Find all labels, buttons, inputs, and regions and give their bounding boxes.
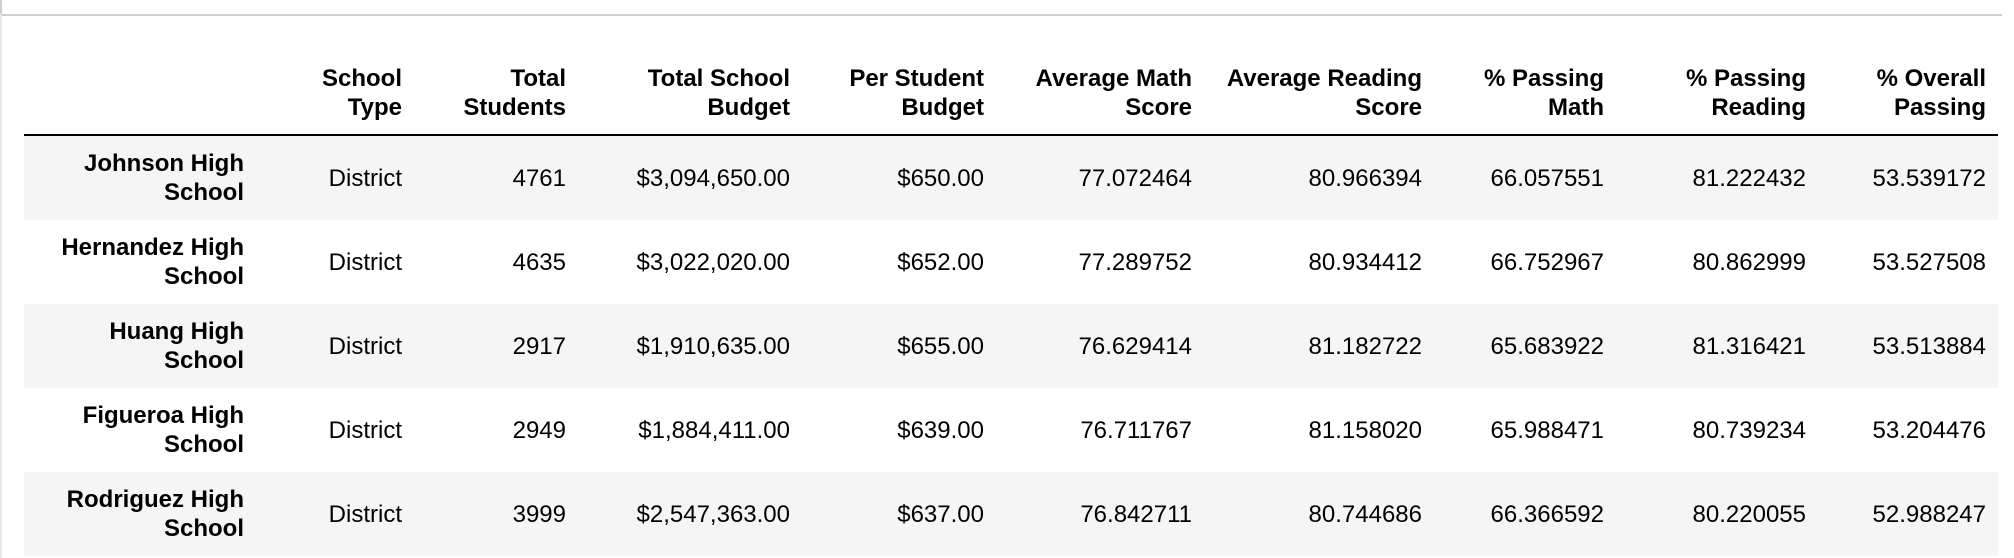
table-cell: 81.222432 bbox=[1692, 164, 1806, 192]
table-row: Rodriguez High School District 3999 $2,5… bbox=[24, 472, 1998, 556]
table-row: Johnson High School District 4761 $3,094… bbox=[24, 135, 1998, 220]
table-cell: 81.182722 bbox=[1308, 332, 1422, 360]
table-cell: $650.00 bbox=[897, 164, 984, 192]
output-area-border bbox=[0, 14, 2, 558]
notebook-cell-frame bbox=[0, 0, 2002, 16]
table-cell: District bbox=[328, 500, 402, 528]
table-cell: 53.539172 bbox=[1872, 164, 1986, 192]
row-index-label: Huang High School bbox=[109, 318, 244, 374]
table-cell: $655.00 bbox=[897, 332, 984, 360]
table-cell: District bbox=[328, 248, 402, 276]
column-header-average-reading-score: Average Reading Score bbox=[1204, 60, 1434, 136]
row-index-label: Johnson High School bbox=[84, 150, 244, 206]
table-cell: 80.934412 bbox=[1308, 248, 1422, 276]
table-cell: 66.366592 bbox=[1490, 500, 1604, 528]
column-header-total-school-budget: Total School Budget bbox=[578, 60, 802, 136]
table-cell: $1,910,635.00 bbox=[636, 332, 790, 360]
table-cell: 3999 bbox=[512, 500, 566, 528]
column-header-school-type: School Type bbox=[256, 60, 414, 136]
table-cell: 66.752967 bbox=[1490, 248, 1604, 276]
table-cell: 81.158020 bbox=[1308, 416, 1422, 444]
table-cell: 2949 bbox=[512, 416, 566, 444]
table-row: Figueroa High School District 2949 $1,88… bbox=[24, 388, 1998, 472]
table-cell: 80.220055 bbox=[1692, 500, 1806, 528]
table-cell: District bbox=[328, 416, 402, 444]
column-header-passing-reading: % Passing Reading bbox=[1616, 60, 1818, 136]
column-header-passing-math: % Passing Math bbox=[1434, 60, 1616, 136]
table-cell: 80.966394 bbox=[1308, 164, 1422, 192]
row-index-label: Hernandez High School bbox=[61, 234, 244, 290]
table-cell: 80.739234 bbox=[1692, 416, 1806, 444]
table-cell: 76.629414 bbox=[1078, 332, 1192, 360]
table-cell: 4635 bbox=[512, 248, 566, 276]
column-header-per-student-budget: Per Student Budget bbox=[802, 60, 996, 136]
row-index-label: Figueroa High School bbox=[82, 402, 244, 458]
table-cell: $3,094,650.00 bbox=[636, 164, 790, 192]
table-row: Huang High School District 2917 $1,910,6… bbox=[24, 304, 1998, 388]
table-cell: 77.289752 bbox=[1078, 248, 1192, 276]
table-cell: 2917 bbox=[512, 332, 566, 360]
table-cell: 80.744686 bbox=[1308, 500, 1422, 528]
column-header-overall-passing: % Overall Passing bbox=[1818, 60, 1998, 136]
table-row: Hernandez High School District 4635 $3,0… bbox=[24, 220, 1998, 304]
table-cell: $637.00 bbox=[897, 500, 984, 528]
table-cell: $652.00 bbox=[897, 248, 984, 276]
column-header-average-math-score: Average Math Score bbox=[996, 60, 1204, 136]
table-cell: 76.842711 bbox=[1080, 500, 1192, 528]
table-cell: 80.862999 bbox=[1692, 248, 1806, 276]
index-header bbox=[24, 60, 256, 136]
table-cell: $3,022,020.00 bbox=[636, 248, 790, 276]
table-cell: 77.072464 bbox=[1078, 164, 1192, 192]
school-summary-table: School Type Total Students Total School … bbox=[24, 60, 1998, 556]
row-index-label: Rodriguez High School bbox=[66, 486, 244, 542]
table-cell: District bbox=[328, 164, 402, 192]
table-cell: 65.988471 bbox=[1490, 416, 1604, 444]
table-cell: 81.316421 bbox=[1692, 332, 1806, 360]
table-cell: 52.988247 bbox=[1872, 500, 1986, 528]
table-cell: 53.527508 bbox=[1872, 248, 1986, 276]
table-cell: 53.204476 bbox=[1872, 416, 1986, 444]
column-header-total-students: Total Students bbox=[414, 60, 578, 136]
table-cell: $2,547,363.00 bbox=[636, 500, 790, 528]
table-cell: 76.711767 bbox=[1080, 416, 1192, 444]
table-cell: $639.00 bbox=[897, 416, 984, 444]
table-cell: District bbox=[328, 332, 402, 360]
table-cell: 53.513884 bbox=[1872, 332, 1986, 360]
table-cell: 66.057551 bbox=[1490, 164, 1604, 192]
table-header-row: School Type Total Students Total School … bbox=[24, 60, 1998, 136]
table-cell: 4761 bbox=[512, 164, 566, 192]
table-cell: $1,884,411.00 bbox=[638, 416, 790, 444]
table-cell: 65.683922 bbox=[1490, 332, 1604, 360]
